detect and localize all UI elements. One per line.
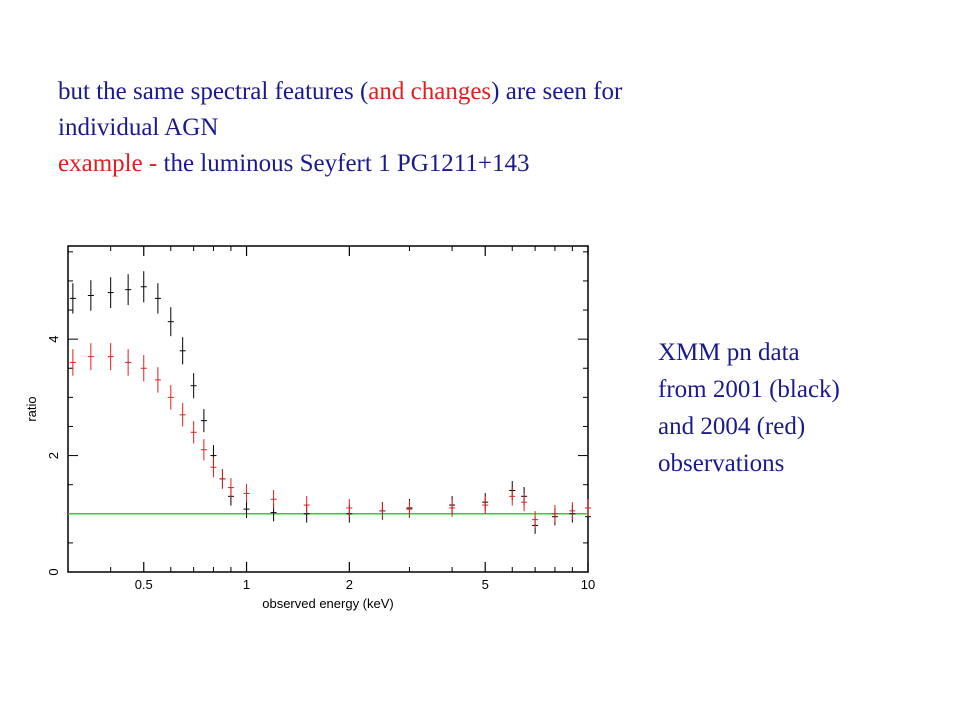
heading-text: ) are seen for <box>491 78 623 105</box>
x-tick-label: 10 <box>581 577 595 592</box>
heading-text: the luminous Seyfert 1 PG1211+143 <box>163 150 530 177</box>
data-point-2004 <box>551 505 558 523</box>
data-point-2004 <box>379 502 386 520</box>
heading-highlight: example - <box>58 150 164 177</box>
data-point-2001 <box>167 307 174 337</box>
heading-highlight: and changes <box>368 78 492 105</box>
x-tick-label: 0.5 <box>135 577 153 592</box>
side-note-line: observations <box>658 450 785 477</box>
data-point-2001 <box>87 280 94 311</box>
data-point-2001 <box>154 283 161 314</box>
heading-line-2: individual AGN <box>58 114 219 141</box>
data-point-2004 <box>210 457 217 478</box>
data-point-2004 <box>167 385 174 410</box>
x-axis-label: observed energy (keV) <box>262 596 394 611</box>
heading-line-1: but the same spectral features (and chan… <box>58 74 818 110</box>
y-tick-label: 0 <box>46 568 61 575</box>
data-point-2004 <box>509 487 516 506</box>
heading-text: but the same spectral features ( <box>58 78 369 105</box>
data-point-2004 <box>140 355 147 382</box>
data-point-2004 <box>532 511 539 529</box>
data-point-2004 <box>107 343 114 371</box>
data-point-2004 <box>87 343 94 371</box>
data-point-2004 <box>125 349 132 376</box>
x-tick-label: 1 <box>243 577 250 592</box>
plot-frame <box>67 245 589 573</box>
x-tick-label: 5 <box>482 577 489 592</box>
data-point-2004 <box>406 500 413 519</box>
data-point-2004 <box>270 490 277 509</box>
data-point-2001 <box>69 283 76 314</box>
data-point-2004 <box>585 499 591 517</box>
y-axis-label: ratio <box>24 396 39 421</box>
data-point-2004 <box>482 496 489 515</box>
side-note-line: and 2004 (red) <box>658 413 806 440</box>
y-tick-label: 4 <box>46 336 61 343</box>
side-note: XMM pn data from 2001 (black) and 2004 (… <box>658 334 938 482</box>
heading-line-3: example - the luminous Seyfert 1 PG1211+… <box>58 146 818 182</box>
side-note-line: XMM pn data <box>658 339 800 366</box>
data-point-2001 <box>107 277 114 308</box>
data-point-2001 <box>140 271 147 303</box>
data-point-2004 <box>569 502 576 520</box>
data-point-2004 <box>154 367 161 393</box>
data-point-2004 <box>190 421 197 444</box>
data-point-2004 <box>449 499 456 517</box>
data-point-2001 <box>243 500 250 519</box>
x-tick-label: 2 <box>346 577 353 592</box>
data-point-2004 <box>219 469 226 489</box>
data-point-2004 <box>227 478 234 498</box>
data-point-2004 <box>521 493 528 512</box>
side-note-line: from 2001 (black) <box>658 376 840 403</box>
data-point-2001 <box>190 373 197 399</box>
data-point-2001 <box>125 274 132 306</box>
data-point-2004 <box>303 496 310 515</box>
data-point-2001 <box>200 409 207 433</box>
data-point-2004 <box>200 439 207 461</box>
data-point-2004 <box>243 484 250 503</box>
data-point-2004 <box>69 349 76 376</box>
y-tick-label: 2 <box>46 452 61 459</box>
data-point-2001 <box>179 337 186 365</box>
data-point-2004 <box>179 403 186 427</box>
data-point-2004 <box>346 499 353 517</box>
slide-heading: but the same spectral features (and chan… <box>58 74 818 182</box>
